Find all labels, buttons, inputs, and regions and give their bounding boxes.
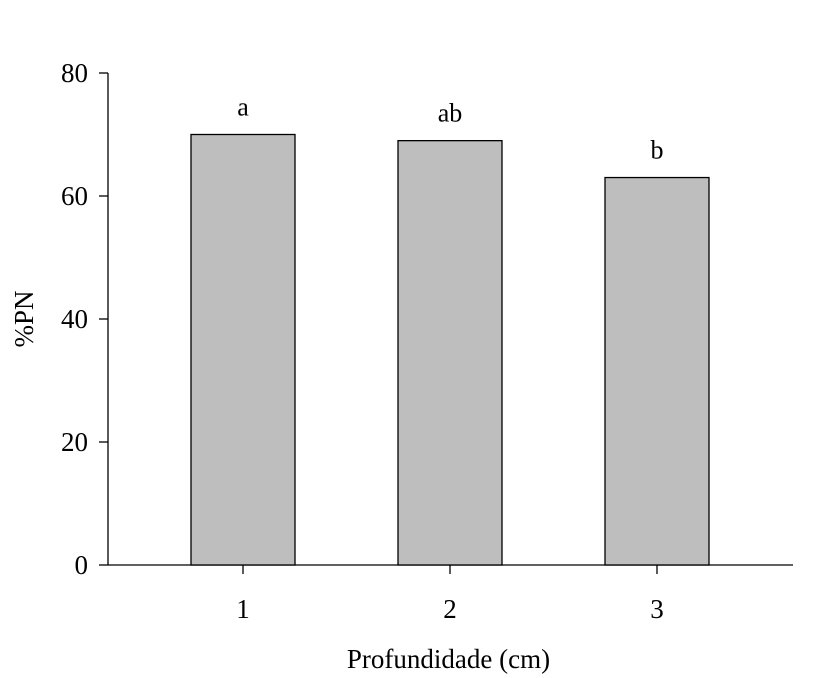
x-tick-label: 2 <box>443 594 457 624</box>
x-tick-label: 3 <box>650 594 664 624</box>
x-tick-label: 1 <box>236 594 250 624</box>
y-axis: 0 20 40 60 80 <box>61 58 109 580</box>
bar <box>604 176 710 566</box>
y-axis-title: %PN <box>9 290 39 347</box>
x-axis-title: Profundidade (cm) <box>347 644 550 674</box>
bar-data-label: b <box>651 136 664 165</box>
bar-data-label: a <box>237 93 249 122</box>
bar <box>397 139 503 566</box>
y-tick-label: 20 <box>61 427 88 457</box>
x-axis: 1 2 3 <box>108 564 793 624</box>
y-tick-label: 0 <box>75 550 89 580</box>
data-labels: a ab b <box>237 93 663 165</box>
bar-data-label: ab <box>438 99 463 128</box>
y-tick-label: 60 <box>61 181 88 211</box>
bars <box>190 133 710 566</box>
y-tick-label: 80 <box>61 58 88 88</box>
y-tick-label: 40 <box>61 304 88 334</box>
bar <box>190 133 296 566</box>
